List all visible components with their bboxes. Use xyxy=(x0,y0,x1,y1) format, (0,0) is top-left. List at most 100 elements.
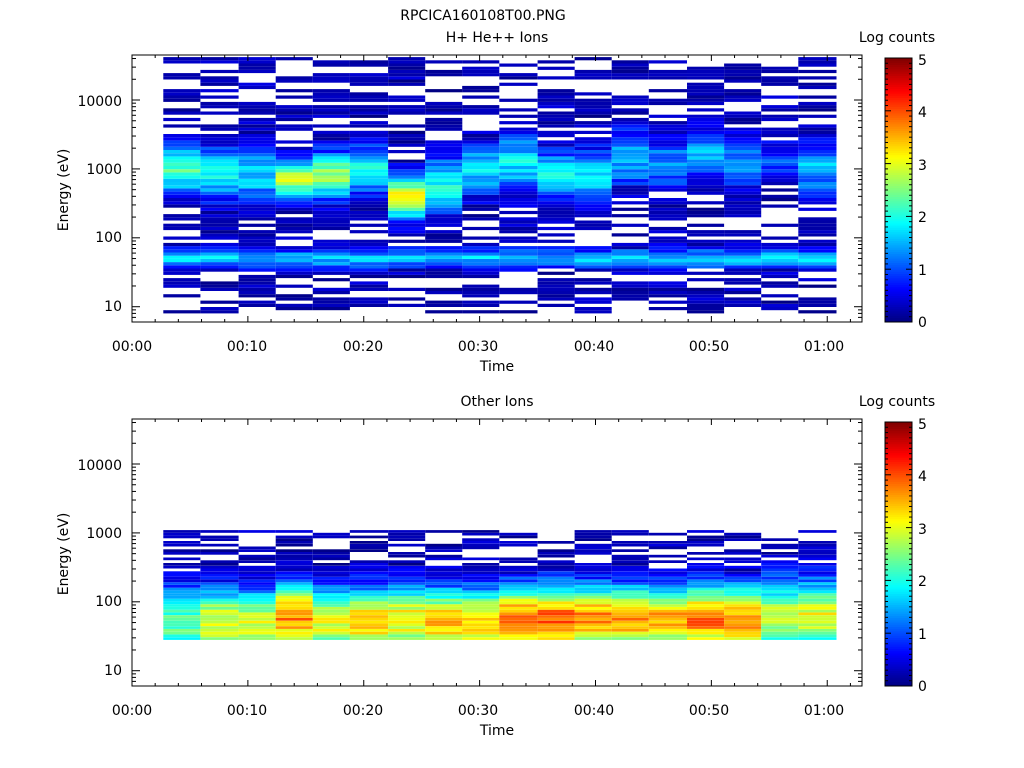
heatmap-cell xyxy=(648,576,687,580)
colorbar-swatch xyxy=(885,295,912,299)
heatmap-cell xyxy=(724,140,762,144)
heatmap-cell xyxy=(611,159,649,163)
heatmap-cell xyxy=(388,198,426,202)
heatmap-cell xyxy=(798,609,837,613)
panel-2-colorbar-tick-label: 2 xyxy=(918,574,927,590)
heatmap-cell xyxy=(200,76,239,80)
heatmap-cell xyxy=(238,637,276,640)
heatmap-cell xyxy=(798,69,837,74)
heatmap-cell xyxy=(163,140,201,144)
heatmap-cell xyxy=(462,204,500,208)
heatmap-cell xyxy=(687,223,725,227)
heatmap-cell xyxy=(724,69,762,74)
heatmap-cell xyxy=(798,596,837,599)
heatmap-cell xyxy=(163,590,201,594)
heatmap-cell xyxy=(238,612,276,616)
heatmap-cell xyxy=(200,111,239,115)
heatmap-cell xyxy=(388,214,426,218)
panel-1-colorbar-label: Log counts xyxy=(859,30,935,46)
heatmap-cell xyxy=(349,607,388,610)
heatmap-cell xyxy=(425,637,463,640)
heatmap-cell xyxy=(648,546,687,550)
heatmap-cell xyxy=(611,140,649,144)
heatmap-cell xyxy=(425,598,463,602)
heatmap-cell xyxy=(388,249,426,253)
heatmap-cell xyxy=(761,590,799,594)
heatmap-cell xyxy=(312,98,350,102)
heatmap-cell xyxy=(200,249,239,253)
heatmap-cell xyxy=(200,568,239,572)
heatmap-cell xyxy=(574,246,612,250)
heatmap-cell xyxy=(312,166,350,170)
heatmap-cell xyxy=(163,95,201,99)
heatmap-cell xyxy=(574,546,612,550)
heatmap-cell xyxy=(238,239,276,243)
heatmap-cell xyxy=(611,172,649,176)
panel-1-x-tick-labels: 00:00 00:10 00:20 00:30 00:40 00:50 01:0… xyxy=(112,339,844,355)
heatmap-cell xyxy=(724,156,762,160)
heatmap-cell xyxy=(499,236,538,240)
colorbar-swatch xyxy=(885,273,912,277)
heatmap-cell xyxy=(462,258,500,263)
colorbar-swatch xyxy=(885,538,912,542)
heatmap-cell xyxy=(761,565,799,569)
heatmap-cell xyxy=(611,137,649,141)
heatmap-cell xyxy=(312,300,350,304)
heatmap-cell xyxy=(388,612,426,616)
heatmap-cell xyxy=(425,574,463,577)
heatmap-cell xyxy=(574,175,612,179)
heatmap-cell xyxy=(761,255,799,259)
heatmap-cell xyxy=(462,105,500,109)
heatmap-cell xyxy=(761,169,799,173)
heatmap-cell xyxy=(724,252,762,256)
panel-1-y-tick-labels: 10 100 1000 10000 xyxy=(77,94,122,315)
heatmap-cell xyxy=(537,593,575,596)
heatmap-cell xyxy=(275,230,313,234)
heatmap-cell xyxy=(611,175,649,179)
colorbar-swatch xyxy=(885,477,912,480)
heatmap-cell xyxy=(462,194,500,198)
heatmap-cell xyxy=(425,127,463,131)
heatmap-cell xyxy=(724,607,762,610)
heatmap-cell xyxy=(163,188,201,192)
heatmap-cell xyxy=(648,255,687,259)
heatmap-cell xyxy=(462,557,500,561)
heatmap-cell xyxy=(574,178,612,182)
heatmap-cell xyxy=(200,169,239,173)
heatmap-cell xyxy=(312,593,350,596)
heatmap-cell xyxy=(312,262,350,266)
heatmap-cell xyxy=(388,609,426,613)
heatmap-cell xyxy=(611,598,649,602)
colorbar-swatch xyxy=(885,207,912,211)
heatmap-cell xyxy=(611,169,649,173)
heatmap-cell xyxy=(611,182,649,186)
heatmap-cell xyxy=(238,159,276,163)
heatmap-cell xyxy=(388,623,426,627)
heatmap-cell xyxy=(499,169,538,173)
heatmap-cell xyxy=(425,60,463,64)
heatmap-cell xyxy=(275,258,313,263)
heatmap-cell xyxy=(462,576,500,580)
heatmap-cell xyxy=(724,628,762,632)
heatmap-cell xyxy=(163,271,201,275)
heatmap-cell xyxy=(798,278,837,282)
heatmap-cell xyxy=(687,239,725,243)
heatmap-cell xyxy=(275,535,313,539)
heatmap-cell xyxy=(687,114,725,118)
heatmap-cell xyxy=(537,604,575,607)
heatmap-cell xyxy=(312,574,350,577)
heatmap-cell xyxy=(574,150,612,154)
heatmap-cell xyxy=(349,252,388,256)
heatmap-cell xyxy=(275,265,313,269)
heatmap-cell xyxy=(687,76,725,80)
heatmap-cell xyxy=(724,89,762,93)
heatmap-cell xyxy=(275,111,313,115)
heatmap-cell xyxy=(200,617,239,621)
heatmap-cell xyxy=(499,623,538,627)
heatmap-cell xyxy=(687,265,725,269)
heatmap-cell xyxy=(648,617,687,621)
heatmap-cell xyxy=(724,159,762,163)
panel-1-x-tick-label: 00:00 xyxy=(112,339,152,355)
heatmap-cell xyxy=(537,146,575,150)
heatmap-cell xyxy=(462,73,500,77)
